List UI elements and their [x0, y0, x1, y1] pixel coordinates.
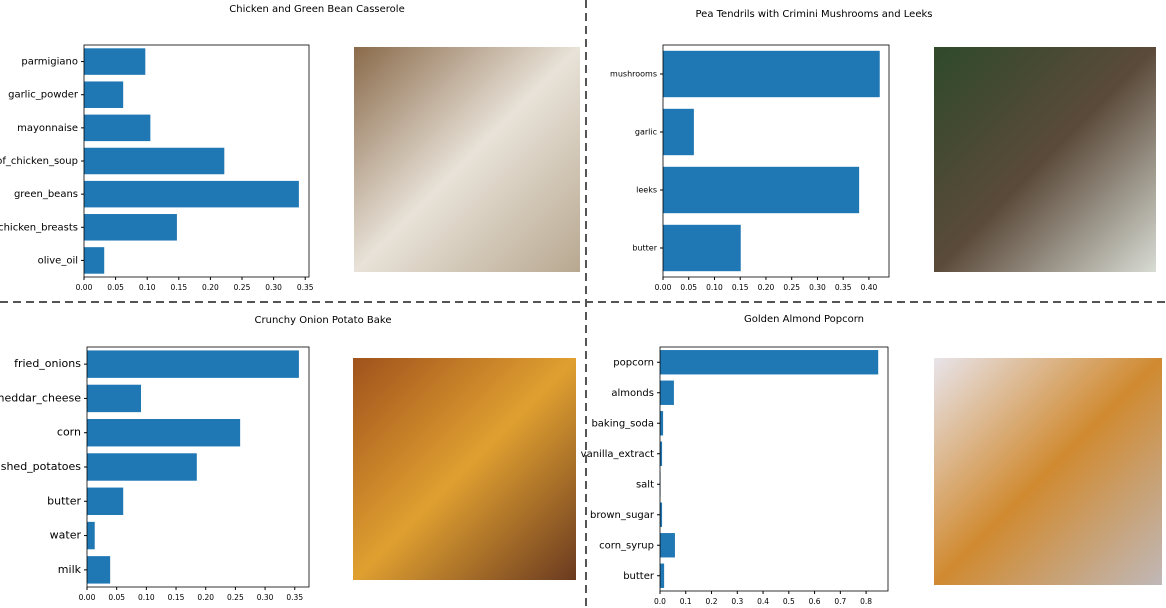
- y-tick-label: almonds: [611, 388, 654, 399]
- plot-frame: [662, 44, 890, 278]
- x-tick-label: 0.00: [79, 593, 96, 602]
- x-tick-label: 0.25: [783, 283, 800, 292]
- y-tick-label: brown_sugar: [590, 510, 655, 521]
- x-tick-label: 0.30: [257, 593, 274, 602]
- x-tick-label: 0.10: [138, 593, 155, 602]
- x-tick-label: 0.15: [732, 283, 749, 292]
- bar: [84, 214, 177, 241]
- bar: [660, 380, 674, 405]
- plot-frame: [83, 44, 310, 278]
- y-tick-label: chicken_breasts: [0, 222, 78, 233]
- bar: [87, 350, 299, 378]
- bar: [87, 556, 111, 584]
- y-tick-label: salt: [636, 479, 654, 490]
- y-tick-label: leeks: [636, 186, 657, 195]
- chart-title: Golden Almond Popcorn: [744, 314, 864, 325]
- y-tick-label: popcorn: [613, 357, 654, 368]
- x-tick-label: 0.25: [234, 283, 251, 292]
- bar: [84, 114, 151, 142]
- bar: [663, 166, 860, 214]
- bar: [663, 224, 741, 272]
- y-tick-label: mayonnaise: [17, 123, 78, 134]
- photo: [934, 47, 1156, 272]
- x-tick-label: 0.20: [758, 283, 775, 292]
- x-tick-label: 0.05: [108, 593, 125, 602]
- y-tick-label: _of_chicken_soup: [0, 156, 78, 167]
- bar: [663, 50, 880, 98]
- photo: [934, 358, 1162, 585]
- y-tick-label: fried_onions: [14, 357, 81, 370]
- y-tick-label: baking_soda: [591, 418, 654, 429]
- y-tick-label: butter: [47, 494, 81, 507]
- y-tick-label: corn: [57, 426, 81, 439]
- y-tick-label: shed_potatoes: [1, 460, 82, 473]
- bar: [660, 411, 664, 436]
- bar: [660, 502, 663, 527]
- x-tick-label: 0.10: [139, 283, 156, 292]
- chart-title: Crunchy Onion Potato Bake: [255, 315, 392, 326]
- bar: [84, 81, 124, 108]
- y-tick-label: corn_syrup: [599, 540, 654, 551]
- y-tick-label: milk: [58, 563, 82, 576]
- y-tick-label: mushrooms: [610, 70, 657, 79]
- x-tick-label: 0.4: [757, 597, 769, 606]
- y-tick-label: parmigiano: [21, 57, 78, 68]
- bar: [84, 147, 225, 175]
- x-tick-label: 0.15: [168, 593, 185, 602]
- x-tick-label: 0.05: [680, 283, 697, 292]
- x-tick-label: 0.5: [783, 597, 795, 606]
- bar: [87, 453, 197, 481]
- y-tick-label: green_beans: [14, 189, 78, 200]
- x-tick-label: 0.8: [860, 597, 872, 606]
- x-tick-label: 0.35: [835, 283, 852, 292]
- bar: [84, 247, 105, 274]
- bar: [660, 350, 879, 375]
- x-tick-label: 0.40: [861, 283, 878, 292]
- plot-frame: [86, 346, 310, 588]
- bar: [660, 563, 665, 588]
- y-tick-label: heddar_cheese: [0, 391, 81, 404]
- bar: [84, 48, 146, 75]
- photo: [353, 358, 576, 580]
- x-tick-label: 0.00: [76, 283, 93, 292]
- y-tick-label: garlic: [635, 128, 657, 137]
- x-tick-label: 0.3: [731, 597, 743, 606]
- y-tick-label: water: [50, 529, 82, 542]
- bar: [87, 487, 124, 515]
- y-tick-label: butter: [632, 244, 657, 253]
- chart-title: Chicken and Green Bean Casserole: [229, 4, 404, 15]
- x-tick-label: 0.1: [680, 597, 692, 606]
- x-tick-label: 0.2: [706, 597, 718, 606]
- plot-frame: [659, 346, 889, 592]
- y-tick-label: olive_oil: [38, 255, 78, 266]
- x-tick-label: 0.25: [227, 593, 244, 602]
- bar: [87, 384, 142, 413]
- x-tick-label: 0.30: [265, 283, 282, 292]
- x-tick-label: 0.35: [286, 593, 303, 602]
- x-tick-label: 0.10: [706, 283, 723, 292]
- chart-title: Pea Tendrils with Crimini Mushrooms and …: [696, 9, 933, 20]
- y-tick-label: butter: [623, 571, 655, 582]
- x-tick-label: 0.15: [170, 283, 187, 292]
- x-tick-label: 0.6: [809, 597, 821, 606]
- bar: [660, 533, 675, 558]
- bar: [87, 521, 95, 550]
- x-tick-label: 0.30: [809, 283, 826, 292]
- y-tick-label: vanilla_extract: [581, 449, 654, 460]
- bar: [663, 108, 694, 156]
- x-tick-label: 0.20: [202, 283, 219, 292]
- bar: [84, 180, 299, 208]
- x-tick-label: 0.0: [654, 597, 666, 606]
- photo: [354, 47, 580, 272]
- y-tick-label: garlic_powder: [8, 90, 79, 101]
- x-tick-label: 0.00: [655, 283, 672, 292]
- x-tick-label: 0.35: [297, 283, 314, 292]
- x-tick-label: 0.05: [107, 283, 124, 292]
- x-tick-label: 0.20: [197, 593, 214, 602]
- bar: [660, 441, 663, 466]
- bar: [87, 419, 241, 447]
- x-tick-label: 0.7: [834, 597, 846, 606]
